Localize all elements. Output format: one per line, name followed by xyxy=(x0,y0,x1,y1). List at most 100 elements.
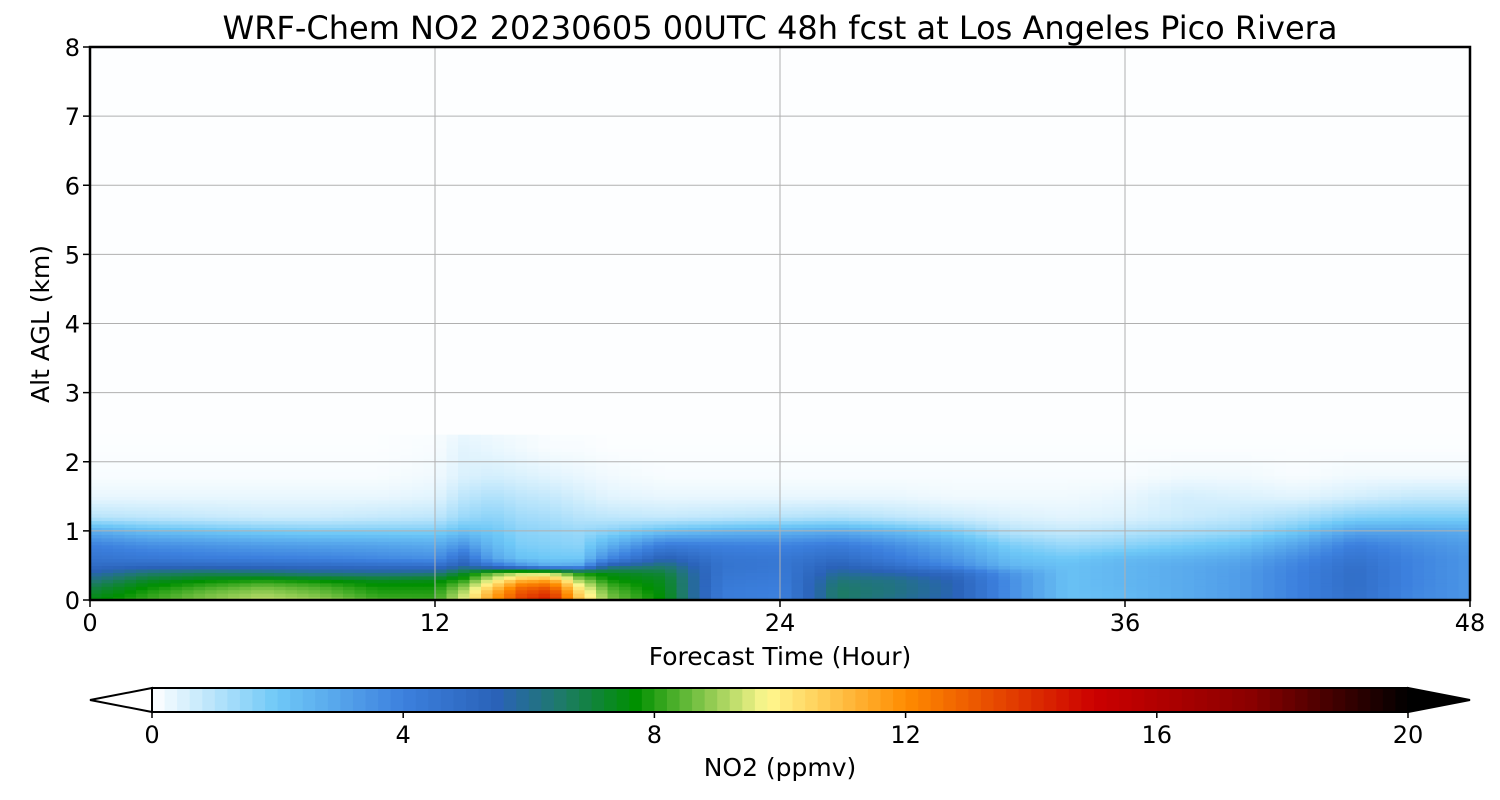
field-cell xyxy=(1102,489,1115,494)
field-cell xyxy=(446,499,459,504)
field-cell xyxy=(481,458,494,463)
field-cell xyxy=(1366,479,1379,484)
field-cell xyxy=(837,530,850,535)
field-cell xyxy=(642,558,655,563)
field-cell xyxy=(814,461,827,466)
field-cell xyxy=(584,513,597,518)
field-cell xyxy=(101,454,114,459)
field-cell xyxy=(872,530,885,535)
field-cell xyxy=(1343,458,1356,463)
field-cell xyxy=(1067,548,1080,553)
field-cell xyxy=(1079,593,1092,598)
field-cell xyxy=(584,458,597,463)
field-cell xyxy=(837,582,850,587)
field-cell xyxy=(1125,472,1138,477)
field-cell xyxy=(481,575,494,580)
field-cell xyxy=(136,496,149,501)
field-cell xyxy=(1240,544,1253,549)
field-cell xyxy=(1044,503,1057,508)
field-cell xyxy=(872,496,885,501)
field-cell xyxy=(400,568,413,573)
field-cell xyxy=(1194,489,1207,494)
field-cell xyxy=(515,465,528,470)
field-cell xyxy=(1033,551,1046,556)
field-cell xyxy=(297,575,310,580)
field-cell xyxy=(745,555,758,560)
field-cell xyxy=(975,586,988,591)
field-cell xyxy=(561,579,574,584)
field-cell xyxy=(136,541,149,546)
field-cell xyxy=(1251,489,1264,494)
field-cell xyxy=(883,465,896,470)
field-cell xyxy=(331,523,344,529)
field-cell xyxy=(481,596,494,601)
field-cell xyxy=(205,579,218,584)
field-cell xyxy=(872,558,885,563)
field-cell xyxy=(1171,541,1184,546)
field-cell xyxy=(1378,561,1391,567)
field-cell xyxy=(1182,479,1195,484)
field-cell xyxy=(699,496,712,501)
field-cell xyxy=(377,579,390,584)
field-cell xyxy=(573,530,586,535)
field-cell xyxy=(722,485,735,490)
field-cell xyxy=(205,503,218,508)
field-cell xyxy=(481,472,494,477)
field-cell xyxy=(1010,503,1023,508)
field-cell xyxy=(837,593,850,598)
field-cell xyxy=(1079,468,1092,473)
field-cell xyxy=(550,589,563,594)
field-cell xyxy=(791,485,804,490)
field-cell xyxy=(630,485,643,490)
field-cell xyxy=(1447,527,1460,532)
field-cell xyxy=(952,568,965,573)
field-cell xyxy=(308,586,321,591)
field-cell xyxy=(1366,579,1379,584)
field-cell xyxy=(1021,548,1034,553)
field-cell xyxy=(952,593,965,598)
field-cell xyxy=(124,482,137,487)
field-cell xyxy=(906,461,919,466)
field-cell xyxy=(297,520,310,525)
field-cell xyxy=(768,496,781,501)
field-cell xyxy=(619,482,632,487)
field-cell xyxy=(423,589,436,594)
field-cell xyxy=(136,465,149,470)
field-cell xyxy=(1389,579,1402,584)
field-cell xyxy=(1263,561,1276,567)
field-cell xyxy=(274,475,287,480)
field-cell xyxy=(1251,537,1264,542)
field-cell xyxy=(1171,527,1184,532)
field-cell xyxy=(596,482,609,487)
field-cell xyxy=(1435,593,1448,598)
field-cell xyxy=(1148,479,1161,484)
field-cell xyxy=(768,555,781,560)
field-cell xyxy=(573,568,586,573)
field-cell xyxy=(734,565,747,570)
field-cell xyxy=(941,517,954,522)
field-cell xyxy=(1412,461,1425,466)
field-cell xyxy=(1447,596,1460,601)
field-cell xyxy=(101,561,114,567)
field-cell xyxy=(596,465,609,470)
field-cell xyxy=(239,485,252,490)
field-cell xyxy=(803,534,816,539)
field-cell xyxy=(607,527,620,532)
field-cell xyxy=(906,593,919,598)
field-cell xyxy=(1378,534,1391,539)
field-cell xyxy=(1366,565,1379,570)
field-cell xyxy=(791,527,804,532)
field-cell xyxy=(918,555,931,560)
field-cell xyxy=(561,575,574,580)
field-cell xyxy=(630,582,643,587)
field-cell xyxy=(1297,489,1310,494)
field-cell xyxy=(722,527,735,532)
field-cell xyxy=(481,503,494,508)
field-cell xyxy=(1021,596,1034,601)
field-cell xyxy=(584,454,597,459)
field-cell xyxy=(584,541,597,546)
field-cell xyxy=(354,479,367,484)
field-cell xyxy=(239,537,252,542)
field-cell xyxy=(711,555,724,560)
field-cell xyxy=(872,544,885,549)
